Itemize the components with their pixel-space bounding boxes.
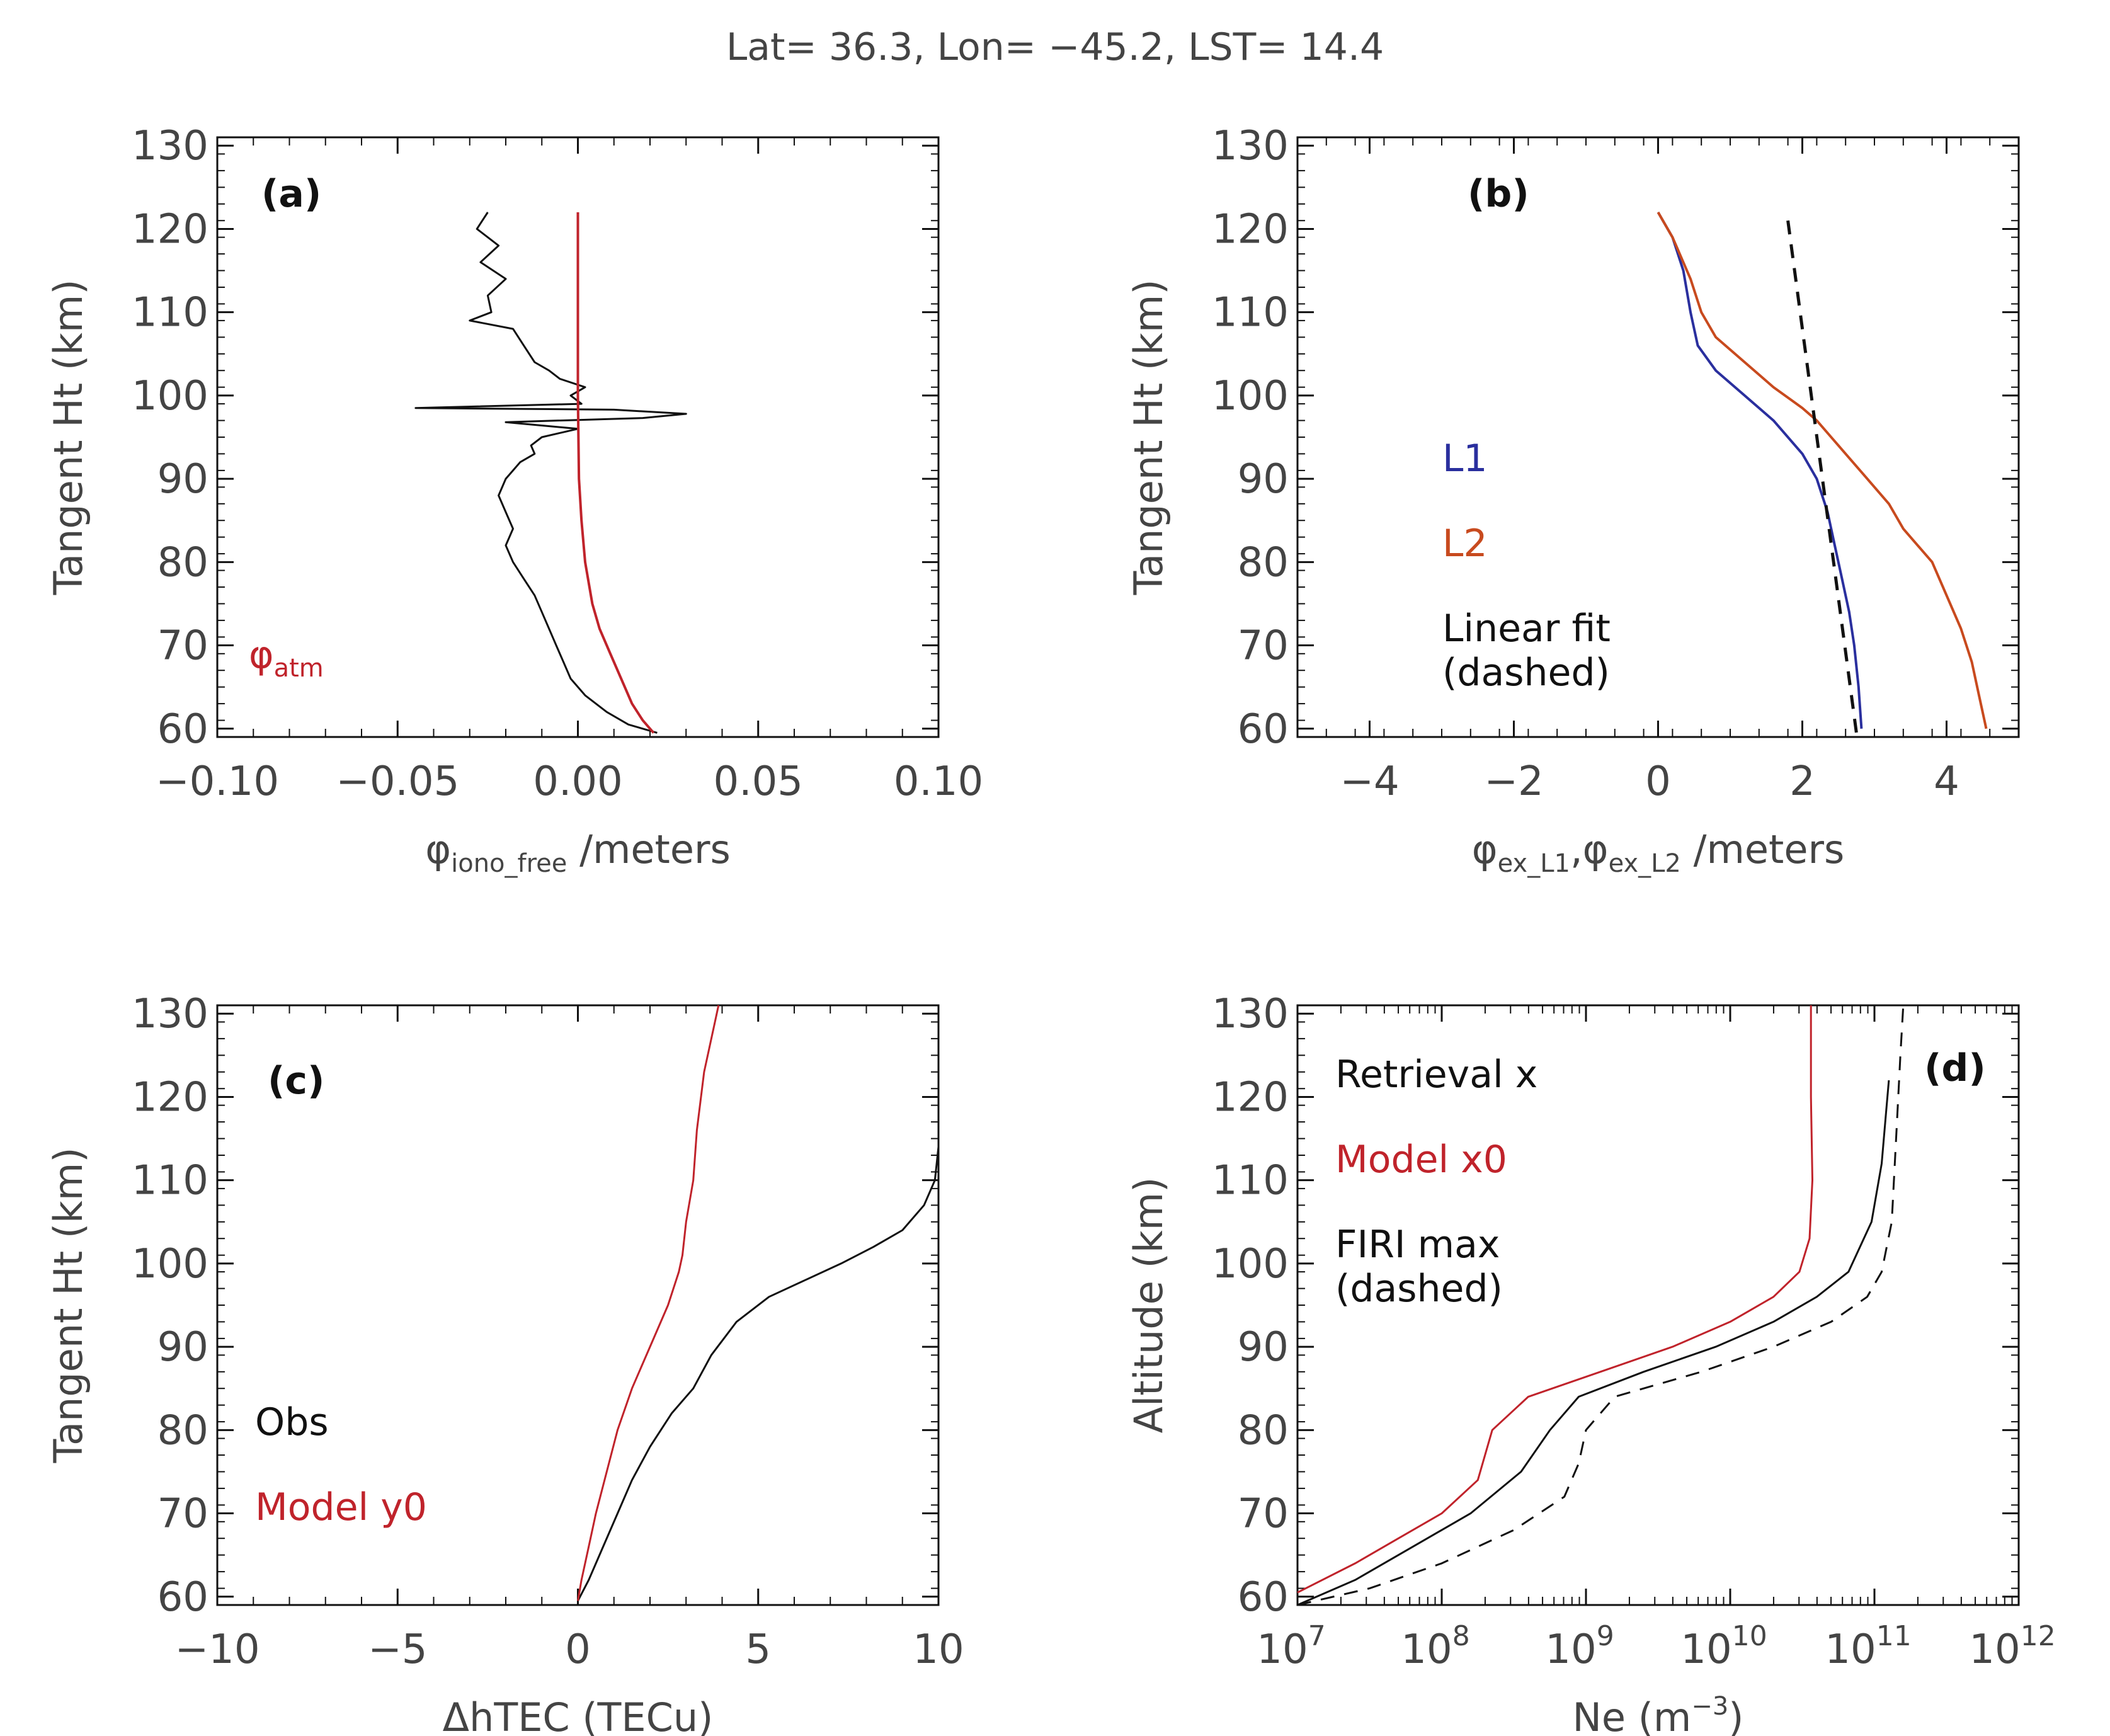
y-tick-label: 110 [1212, 290, 1289, 336]
legend-item: L1 [1442, 437, 1488, 481]
y-tick-label: 100 [132, 1241, 208, 1288]
x-tick-label: −10 [174, 1626, 259, 1673]
y-tick-label: 70 [1238, 1491, 1289, 1538]
x-tick-label: −2 [1484, 758, 1543, 805]
panel-label: (d) [1924, 1046, 1986, 1090]
y-tick-label: 120 [132, 206, 208, 253]
x-tick-label: 0 [565, 1626, 591, 1673]
y-tick-label: 120 [132, 1074, 208, 1121]
y-tick-label: 120 [1212, 1074, 1289, 1121]
x-axis-label: Ne (m−3) [1573, 1692, 1744, 1736]
series-l1 [1657, 212, 1863, 729]
legend-item: (dashed) [1335, 1267, 1503, 1311]
y-tick-label: 90 [157, 456, 208, 503]
x-axis-label: φex_L1,φex_L2 /meters [1472, 826, 1845, 878]
x-tick-label: 1012 [1969, 1620, 2055, 1673]
legend-item: Obs [255, 1400, 329, 1444]
y-axis-label: Tangent Ht (km) [45, 279, 91, 595]
x-tick-label: 0.05 [714, 758, 804, 805]
panel-c: 60 70 80 90 100 110 120 130 −10 −5 0 5 10 Tangent Ht … [45, 991, 964, 1736]
legend-item: FIRI max [1335, 1223, 1500, 1267]
panel-label: (b) [1468, 172, 1529, 216]
x-tick-label: 0 [1645, 758, 1671, 805]
panel-label: (c) [268, 1059, 324, 1103]
panel-a: 60 70 80 90 100 110 120 130 −0.10 −0.05 0.00 0.05 0.… [45, 123, 983, 878]
y-tick-label: 80 [157, 539, 208, 586]
series-model-y0 [577, 1005, 720, 1601]
legend-item: (dashed) [1442, 651, 1610, 695]
y-tick-label: 60 [1238, 706, 1289, 753]
x-tick-label: 0.00 [533, 758, 623, 805]
y-tick-label: 70 [1238, 623, 1289, 670]
figure-title: Lat= 36.3, Lon= −45.2, LST= 14.4 [726, 25, 1384, 69]
y-tick-label: 80 [1238, 1407, 1289, 1454]
y-tick-label: 110 [132, 1158, 208, 1204]
x-tick-label: 5 [745, 1626, 771, 1673]
x-tick-label: 2 [1789, 758, 1815, 805]
y-tick-label: 90 [157, 1324, 208, 1371]
x-tick-label: 107 [1257, 1620, 1325, 1673]
y-tick-label: 90 [1238, 1324, 1289, 1371]
y-tick-label: 60 [157, 706, 208, 753]
x-tick-label: 0.10 [894, 758, 984, 805]
series-retrieval-x [1297, 1080, 1890, 1606]
x-tick-label: −5 [368, 1626, 427, 1673]
legend-item: Model x0 [1335, 1138, 1507, 1182]
x-tick-label: 108 [1401, 1620, 1469, 1673]
x-tick-label: 1011 [1825, 1620, 1911, 1673]
y-tick-label: 130 [1212, 123, 1289, 169]
y-tick-label: 60 [157, 1574, 208, 1621]
y-tick-label: 110 [1212, 1158, 1289, 1204]
series-firi-max [1297, 1005, 1905, 1606]
y-tick-label: 100 [1212, 373, 1289, 420]
legend-item: Linear fit [1442, 607, 1611, 651]
x-tick-label: 1010 [1680, 1620, 1767, 1673]
y-tick-label: 100 [1212, 1241, 1289, 1288]
y-tick-label: 60 [1238, 1574, 1289, 1621]
series-l2 [1657, 212, 1988, 729]
y-tick-label: 130 [1212, 991, 1289, 1037]
series-model-x0 [1297, 1005, 1813, 1594]
x-tick-label: 10 [913, 1626, 964, 1673]
y-tick-label: 70 [157, 1491, 208, 1538]
panel-d: 60 70 80 90 100 110 120 130 107 108 109 1010 1011 101… [1126, 991, 2056, 1736]
x-tick-label: 109 [1545, 1620, 1614, 1673]
y-axis-label: Tangent Ht (km) [45, 1147, 91, 1463]
y-tick-label: 130 [132, 991, 208, 1037]
series-phi-iono-free [414, 212, 687, 734]
legend-item: Model y0 [255, 1485, 427, 1529]
y-tick-label: 80 [1238, 539, 1289, 586]
series-phi-atm [576, 212, 655, 734]
legend-item: L2 [1442, 522, 1488, 566]
y-tick-label: 120 [1212, 206, 1289, 253]
x-tick-label: 4 [1934, 758, 1959, 805]
y-tick-label: 100 [132, 373, 208, 420]
y-axis-label: Altitude (km) [1126, 1177, 1172, 1434]
panel-b: 60 70 80 90 100 110 120 130 −4 −2 0 2 4 Tangent Ht (k… [1126, 123, 2020, 878]
x-tick-label: −4 [1340, 758, 1399, 805]
series-linear-fit [1786, 220, 1858, 733]
plot-frame [1296, 136, 2020, 738]
x-tick-label: −0.10 [156, 758, 279, 805]
x-axis-label: φiono_free /meters [425, 826, 731, 878]
series-obs [577, 1122, 940, 1602]
panel-label: (a) [261, 172, 321, 216]
legend-item: Retrieval x [1335, 1053, 1537, 1097]
y-axis-label: Tangent Ht (km) [1126, 279, 1172, 595]
y-tick-label: 90 [1238, 456, 1289, 503]
legend-item: φatm [249, 633, 324, 683]
y-tick-label: 110 [132, 290, 208, 336]
x-tick-label: −0.05 [336, 758, 459, 805]
x-axis-label: ΔhTEC (TECu) [443, 1694, 714, 1736]
y-tick-label: 70 [157, 623, 208, 670]
y-tick-label: 130 [132, 123, 208, 169]
y-tick-label: 80 [157, 1407, 208, 1454]
